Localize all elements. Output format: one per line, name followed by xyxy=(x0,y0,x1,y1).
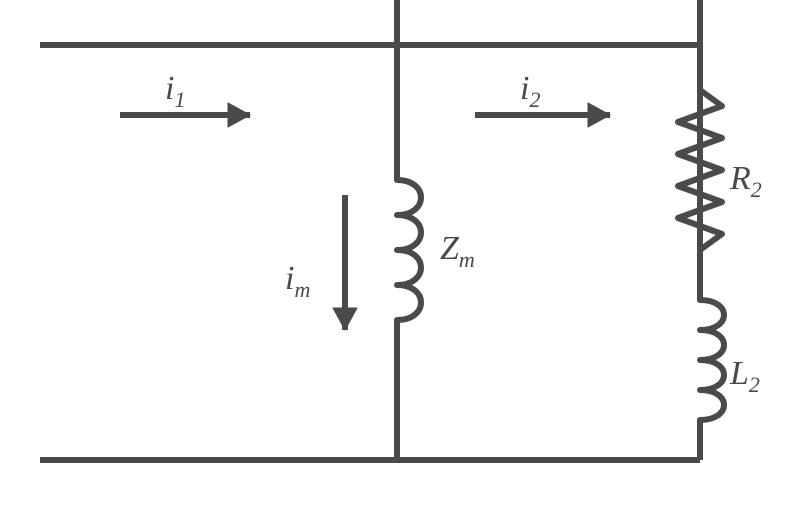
label-i1: i1 xyxy=(165,70,185,113)
circuit-diagram xyxy=(0,0,805,505)
label-R2: R2 xyxy=(730,160,762,203)
label-i2: i2 xyxy=(520,70,540,113)
label-im: im xyxy=(285,260,310,303)
label-L2: L2 xyxy=(730,355,760,398)
label-Zm: Zm xyxy=(440,230,475,273)
